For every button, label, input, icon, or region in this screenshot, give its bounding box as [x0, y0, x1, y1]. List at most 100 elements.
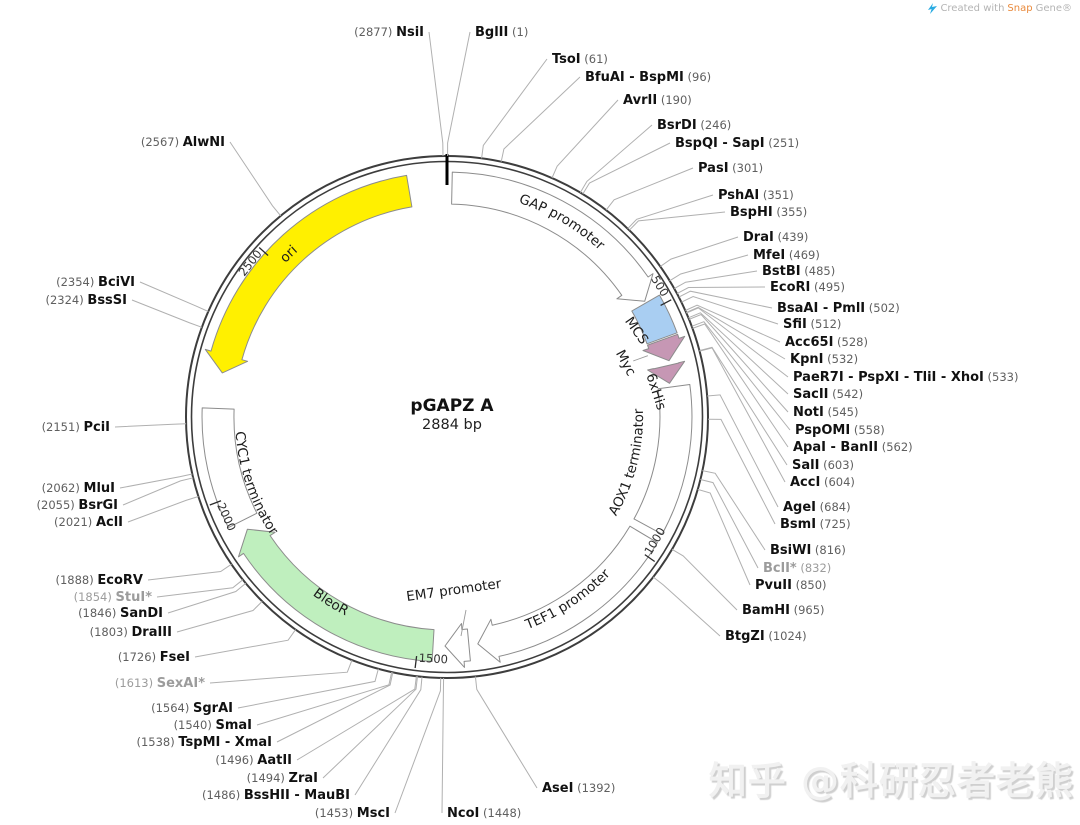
site-label-part: (251): [765, 136, 800, 150]
site-label-part: AseI: [542, 781, 573, 796]
site-label-fsei: (1726) FseI: [118, 650, 190, 665]
site-label-asei: AseI (1392): [542, 781, 615, 796]
site-label-acc65i: Acc65I (528): [785, 335, 868, 350]
site-label-part: NsiI: [396, 25, 424, 40]
site-label-part: (2567): [141, 135, 183, 149]
site-label-part: (1448): [479, 806, 521, 820]
site-label-part: AatII: [257, 753, 292, 768]
site-label-part: (1613): [115, 676, 157, 690]
site-label-pcii: (2151) PciI: [42, 420, 110, 435]
site-label-part: (1726): [118, 650, 160, 664]
site-leader-aatii: [296, 676, 417, 761]
site-label-pshai: PshAI (351): [718, 188, 794, 203]
site-label-noti: NotI (545): [793, 405, 858, 420]
site-leader-bamhi: [671, 548, 738, 611]
site-leader-bfuai-bspmi: [500, 76, 581, 162]
site-label-part: EcoRI: [770, 280, 810, 295]
site-leader-pcii: [114, 423, 187, 428]
site-label-part: NcoI: [447, 806, 479, 821]
site-label-part: DraI: [743, 230, 774, 245]
site-label-part: (512): [807, 317, 842, 331]
site-label-part: (1540): [174, 718, 216, 732]
site-label-part: (816): [811, 543, 846, 557]
site-leader-bstbi: [674, 270, 758, 290]
site-label-part: (96): [684, 70, 711, 84]
site-label-part: (542): [829, 387, 864, 401]
site-label-part: AlwNI: [183, 135, 225, 150]
site-label-part: (1888): [56, 573, 98, 587]
site-label-part: (1): [508, 25, 528, 39]
scale-tick-2500: [258, 247, 269, 257]
site-label-bsphi: BspHI (355): [730, 205, 807, 220]
site-label-bcli: BclI* (832): [763, 561, 831, 576]
site-label-part: AvrII: [623, 93, 657, 108]
site-leader-mlui: [119, 473, 193, 489]
site-label-part: SgrAI: [193, 701, 233, 716]
site-label-zrai: (1494) ZraI: [247, 771, 318, 786]
site-label-paer7i-pspxi-tlii-xhoi: PaeR7I - PspXI - TliI - XhoI (533): [793, 370, 1018, 385]
site-label-part: (2151): [42, 420, 84, 434]
scale-tick-2000: [209, 500, 222, 506]
feature-label-em7-promoter-leader: [460, 609, 467, 637]
site-label-part: (832): [797, 561, 832, 575]
site-label-bfuai-bspmi: BfuAI - BspMI (96): [585, 70, 711, 85]
watermark-created-with: Created with: [940, 3, 1005, 14]
site-label-part: BfuAI - BspMI: [585, 70, 684, 85]
site-label-part: (2354): [56, 275, 98, 289]
site-label-part: BsaAI - PmlI: [777, 301, 865, 316]
watermark-brand-snap: Snap: [1007, 3, 1033, 14]
site-label-part: (533): [984, 370, 1019, 384]
site-leader-sandi: [167, 582, 247, 614]
site-label-part: SexAI*: [157, 676, 205, 691]
site-leader-tspmi-xmai: [276, 672, 394, 743]
site-label-part: (2324): [46, 293, 88, 307]
site-leader-bglii: [447, 31, 471, 156]
site-leader-bcli: [700, 479, 759, 569]
site-label-part: (850): [792, 578, 827, 592]
site-leader-mfei: [669, 254, 749, 282]
site-label-part: TspMI - XmaI: [178, 735, 272, 750]
site-leader-pvuii: [697, 488, 751, 586]
site-label-part: (1496): [215, 753, 257, 767]
site-leader-bsshii-maubi: [354, 676, 423, 796]
site-label-part: (1024): [765, 629, 807, 643]
site-leader-agei: [707, 394, 779, 508]
site-leader-drai: [660, 236, 739, 267]
site-label-part: (355): [773, 205, 808, 219]
site-leader-apai-banii: [692, 323, 789, 448]
site-label-part: (2877): [354, 25, 396, 39]
site-label-part: (1854): [74, 590, 116, 604]
feature-gap-promoter: [451, 171, 654, 302]
site-label-part: DraIII: [132, 625, 173, 640]
site-label-part: BssHII - MauBI: [244, 788, 350, 803]
feature-6xhis: [647, 360, 686, 384]
site-label-part: BamHI: [742, 603, 790, 618]
site-label-part: AgeI: [783, 500, 816, 515]
site-label-tsoi: TsoI (61): [552, 52, 608, 67]
site-label-part: (469): [785, 248, 820, 262]
site-label-part: PasI: [698, 161, 729, 176]
site-leader-sexai: [209, 659, 353, 684]
plasmid-size: 2884 bp: [422, 417, 482, 433]
site-label-nsii: (2877) NsiI: [354, 25, 424, 40]
feature-bleor: [238, 528, 435, 662]
site-label-part: (1392): [573, 781, 615, 795]
site-label-part: BssSI: [87, 293, 127, 308]
site-label-sfii: SfiI (512): [783, 317, 841, 332]
site-label-part: BsiWI: [770, 543, 811, 558]
site-label-part: BtgZI: [725, 629, 765, 644]
site-label-part: (439): [774, 230, 809, 244]
site-label-part: SfiI: [783, 317, 807, 332]
site-label-part: PshAI: [718, 188, 759, 203]
watermark-brand-gene: Gene®: [1035, 3, 1072, 14]
site-leader-acli: [127, 496, 199, 523]
site-leader-pspomi: [691, 321, 791, 431]
site-label-drai: DraI (439): [743, 230, 808, 245]
site-label-bsmi: BsmI (725): [780, 517, 851, 532]
site-leader-pasi: [605, 167, 694, 211]
site-label-part: AclI: [96, 515, 123, 530]
site-label-part: MfeI: [753, 248, 785, 263]
site-label-sali: SalI (603): [792, 458, 854, 473]
site-label-bsshii-maubi: (1486) BssHII - MauBI: [202, 788, 350, 803]
